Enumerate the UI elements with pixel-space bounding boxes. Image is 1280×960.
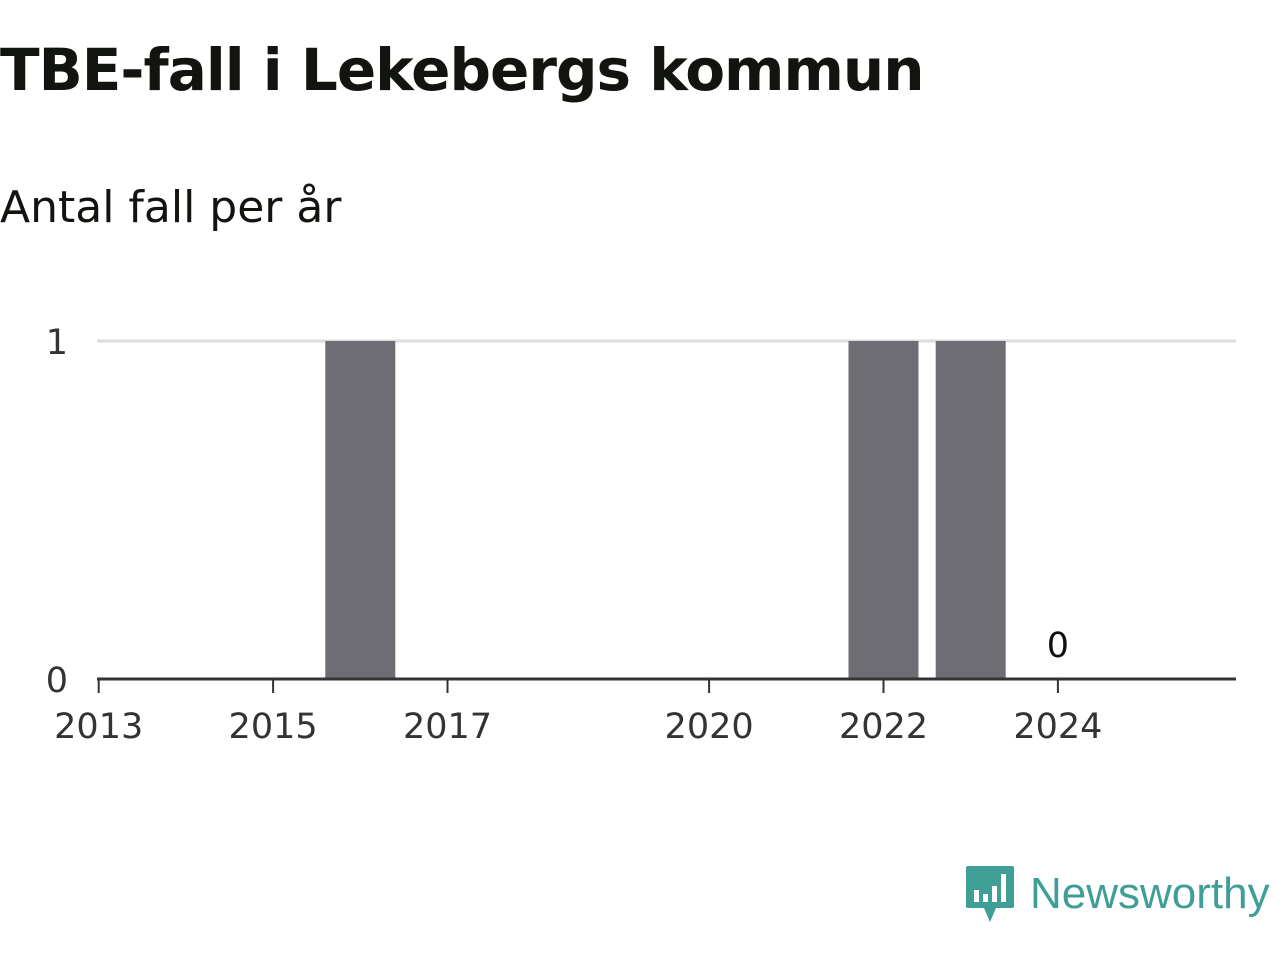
x-axis [97, 677, 1236, 693]
tick-labels: 0 1 2013 2015 2017 2020 2022 2024 0 [46, 323, 1103, 747]
y-tick-label-1: 1 [46, 323, 68, 363]
bar-2023 [935, 341, 1006, 679]
bar-chart-speech-bubble-icon [966, 866, 1014, 922]
x-tick-label-2024: 2024 [1013, 707, 1102, 747]
x-tick-label-2020: 2020 [665, 707, 754, 747]
chart-title: TBE-fall i Lekebergs kommun [0, 36, 925, 104]
bars [325, 341, 1006, 679]
data-label-2024: 0 [1047, 626, 1069, 666]
x-tick-label-2017: 2017 [403, 707, 492, 747]
x-tick-label-2013: 2013 [54, 707, 143, 747]
bar-2016 [325, 341, 396, 679]
chart-subtitle: Antal fall per år [0, 182, 342, 233]
newsworthy-logo: Newsworthy [964, 864, 1270, 924]
x-tick-label-2022: 2022 [839, 707, 928, 747]
x-tick-label-2015: 2015 [229, 707, 318, 747]
bar-chart: 0 1 2013 2015 2017 2020 2022 2024 0 [46, 323, 1236, 747]
bar-2022 [848, 341, 919, 679]
brand-name: Newsworthy [1030, 869, 1270, 918]
y-tick-label-0: 0 [46, 661, 68, 701]
